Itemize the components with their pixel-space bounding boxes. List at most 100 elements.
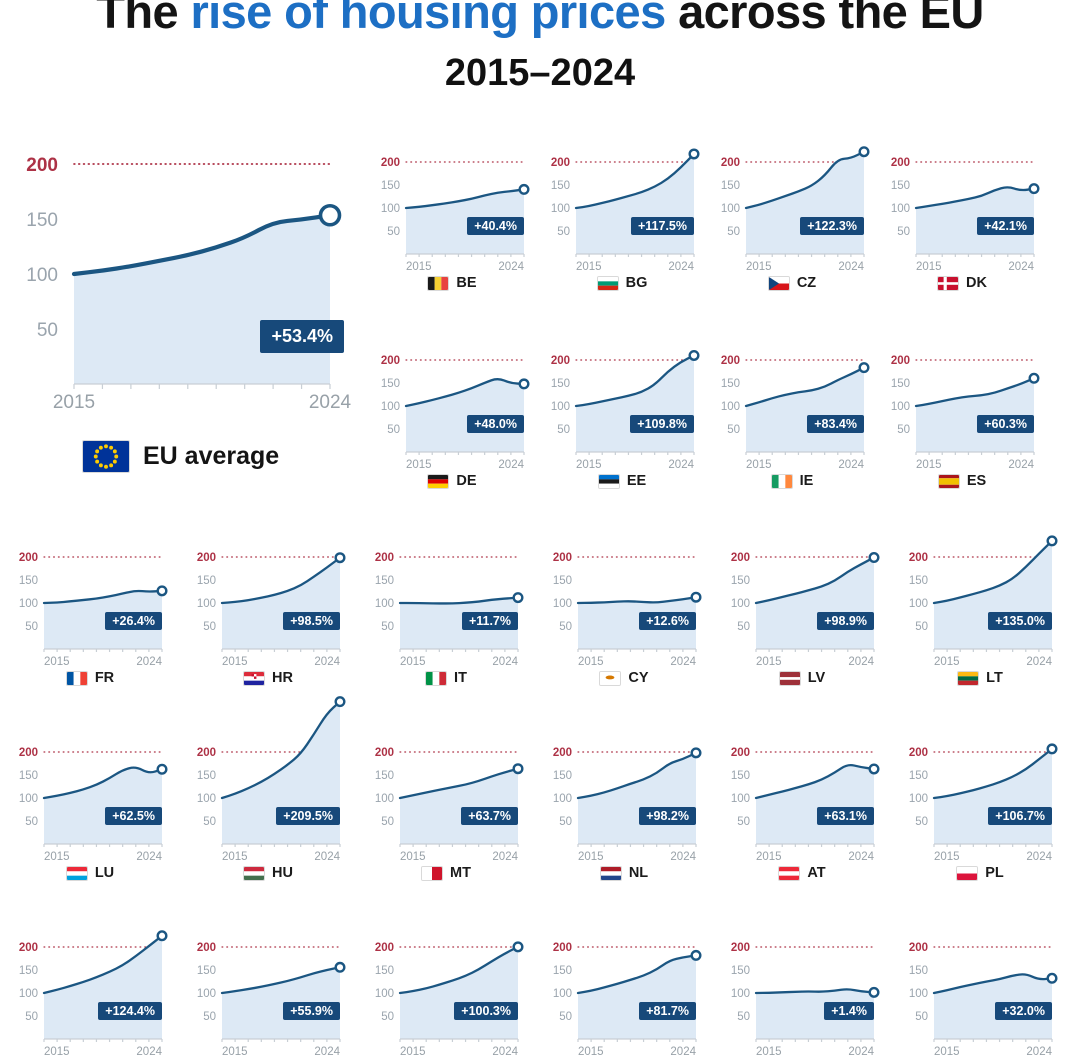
title-suffix: across the EU bbox=[665, 0, 984, 38]
chart-plot: 200 150 100 50 2015 2024 bbox=[909, 535, 1058, 668]
svg-text:2024: 2024 bbox=[1026, 1046, 1052, 1057]
flag-lu-icon bbox=[65, 865, 88, 881]
svg-text:50: 50 bbox=[559, 816, 572, 828]
svg-text:2015: 2015 bbox=[406, 459, 432, 471]
chart-plot: 200 150 100 50 2015 2024 bbox=[731, 942, 880, 1057]
svg-text:100: 100 bbox=[721, 203, 740, 215]
svg-text:50: 50 bbox=[559, 621, 572, 633]
svg-text:100: 100 bbox=[551, 401, 570, 413]
chart-plot: 200 150 100 50 2015 2024 bbox=[909, 743, 1058, 863]
country-caption: LT bbox=[900, 670, 1060, 686]
svg-text:50: 50 bbox=[25, 816, 38, 828]
country-caption: IT bbox=[366, 670, 526, 686]
svg-text:100: 100 bbox=[731, 793, 750, 805]
pct-badge: +98.2% bbox=[639, 807, 696, 825]
svg-text:2024: 2024 bbox=[668, 459, 694, 471]
chart-plot: 200 150 100 50 2015 2024 bbox=[19, 930, 168, 1057]
svg-text:2024: 2024 bbox=[498, 261, 524, 273]
svg-text:150: 150 bbox=[909, 965, 928, 977]
svg-text:2015: 2015 bbox=[406, 261, 432, 273]
svg-text:2015: 2015 bbox=[222, 1046, 248, 1057]
svg-text:50: 50 bbox=[897, 226, 910, 238]
eu-legend-label: EU average bbox=[143, 442, 280, 470]
country-chart-lt: 200 150 100 50 2015 2024 +135.0% LT bbox=[900, 535, 1060, 686]
svg-text:150: 150 bbox=[19, 575, 38, 587]
country-caption: FR bbox=[10, 670, 170, 686]
svg-text:2024: 2024 bbox=[136, 656, 162, 668]
flag-hu-icon bbox=[243, 865, 266, 881]
svg-text:150: 150 bbox=[731, 575, 750, 587]
country-code: HU bbox=[272, 865, 293, 881]
chart-plot: 200 150 100 50 2015 2024 bbox=[26, 155, 351, 413]
svg-text:2015: 2015 bbox=[578, 656, 604, 668]
svg-text:200: 200 bbox=[551, 355, 570, 367]
svg-text:150: 150 bbox=[19, 770, 38, 782]
country-caption: LV bbox=[722, 670, 882, 686]
chart-plot: 200 150 100 50 2015 2024 bbox=[375, 552, 524, 668]
svg-text:100: 100 bbox=[197, 793, 216, 805]
pct-badge: +60.3% bbox=[977, 415, 1034, 433]
pct-badge: +98.9% bbox=[817, 612, 874, 630]
svg-text:100: 100 bbox=[19, 598, 38, 610]
chart-plot: 200 150 100 50 2015 2024 bbox=[731, 552, 880, 668]
svg-text:2015: 2015 bbox=[934, 1046, 960, 1057]
country-code: DE bbox=[456, 473, 477, 489]
svg-text:50: 50 bbox=[25, 621, 38, 633]
country-code: CZ bbox=[796, 275, 817, 291]
svg-text:150: 150 bbox=[551, 378, 570, 390]
country-code: NL bbox=[628, 865, 649, 881]
country-chart-pl: 200 150 100 50 2015 2024 +106.7% PL bbox=[900, 740, 1060, 881]
svg-text:150: 150 bbox=[909, 770, 928, 782]
country-caption: CZ bbox=[712, 275, 872, 291]
country-chart-bg: 200 150 100 50 2015 2024 +117.5% BG bbox=[542, 148, 702, 291]
svg-text:150: 150 bbox=[375, 965, 394, 977]
chart-plot: 200 150 100 50 2015 2024 bbox=[553, 942, 702, 1057]
pct-badge: +42.1% bbox=[977, 217, 1034, 235]
eu-average-plot: 200 150 100 50 2015 2024 bbox=[12, 148, 352, 416]
country-chart-ee: 200 150 100 50 2015 2024 +109.8% EE bbox=[542, 348, 702, 489]
svg-text:200: 200 bbox=[891, 157, 910, 169]
country-code: IE bbox=[799, 473, 814, 489]
svg-text:50: 50 bbox=[737, 816, 750, 828]
svg-text:50: 50 bbox=[737, 621, 750, 633]
country-chart-nl: 200 150 100 50 2015 2024 +98.2% NL bbox=[544, 740, 704, 881]
svg-text:2024: 2024 bbox=[498, 459, 524, 471]
svg-text:50: 50 bbox=[559, 1011, 572, 1023]
svg-text:2015: 2015 bbox=[400, 656, 426, 668]
country-chart-25: 200 150 100 50 2015 2024 +1.4% bbox=[722, 935, 882, 1057]
svg-text:200: 200 bbox=[19, 552, 38, 564]
svg-text:2015: 2015 bbox=[53, 392, 95, 413]
eu-legend: EU average bbox=[82, 440, 279, 473]
flag-pl-icon bbox=[956, 865, 979, 881]
svg-text:2024: 2024 bbox=[1008, 261, 1034, 273]
svg-text:2015: 2015 bbox=[756, 1046, 782, 1057]
svg-text:200: 200 bbox=[731, 942, 750, 954]
pct-badge: +135.0% bbox=[988, 612, 1052, 630]
country-caption: PL bbox=[900, 865, 1060, 881]
country-chart-hr: 200 150 100 50 2015 2024 +98.5% HR bbox=[188, 545, 348, 686]
svg-text:2015: 2015 bbox=[400, 851, 426, 863]
svg-text:50: 50 bbox=[557, 226, 570, 238]
svg-text:50: 50 bbox=[381, 1011, 394, 1023]
svg-text:100: 100 bbox=[721, 401, 740, 413]
pct-badge: +124.4% bbox=[98, 1002, 162, 1020]
country-chart-dk: 200 150 100 50 2015 2024 +42.1% DK bbox=[882, 150, 1042, 291]
pct-badge: +117.5% bbox=[630, 217, 694, 235]
country-caption: BG bbox=[542, 275, 702, 291]
pct-badge: +26.4% bbox=[105, 612, 162, 630]
svg-text:150: 150 bbox=[553, 770, 572, 782]
chart-plot: 200 150 100 50 2015 2024 bbox=[731, 747, 880, 863]
svg-text:200: 200 bbox=[197, 552, 216, 564]
svg-text:2015: 2015 bbox=[44, 656, 70, 668]
pct-badge: +122.3% bbox=[800, 217, 864, 235]
eu-average-chart: 200 150 100 50 2015 2024 +53.4% EU average bbox=[12, 148, 352, 478]
svg-text:100: 100 bbox=[26, 265, 58, 286]
svg-text:100: 100 bbox=[551, 203, 570, 215]
pct-badge: +83.4% bbox=[807, 415, 864, 433]
flag-fr-icon bbox=[65, 670, 88, 686]
country-caption: NL bbox=[544, 865, 704, 881]
flag-bg-icon bbox=[596, 275, 619, 291]
svg-text:100: 100 bbox=[553, 598, 572, 610]
country-code: DK bbox=[966, 275, 987, 291]
pct-badge: +100.3% bbox=[454, 1002, 518, 1020]
